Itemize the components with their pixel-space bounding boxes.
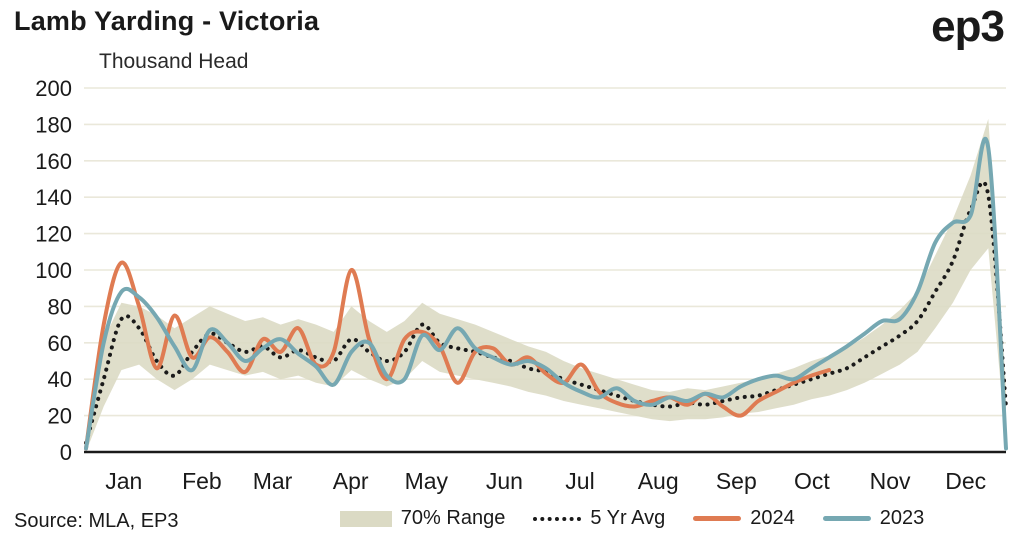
ep3-logo: ep3 xyxy=(931,2,1005,51)
x-tick-label: Jun xyxy=(486,468,523,494)
line-2024-swatch xyxy=(693,516,742,521)
y-tick-label: 180 xyxy=(35,112,72,137)
x-tick-label: May xyxy=(405,468,449,494)
y-tick-label: 100 xyxy=(35,258,72,283)
x-tick-label: Dec xyxy=(945,468,986,494)
x-tick-label: Aug xyxy=(638,468,679,494)
y-tick-label: 120 xyxy=(35,222,72,247)
lamb-yarding-chart: 0 20 40 60 80 100 120 140 160 180 200 Jan Feb Mar Apr M… xyxy=(35,76,1008,494)
range-band xyxy=(86,118,1006,452)
avg-dotted-swatch xyxy=(533,516,582,521)
legend-label-range: 70% Range xyxy=(400,507,506,529)
page-title: Lamb Yarding - Victoria xyxy=(14,6,320,36)
y-tick-label: 60 xyxy=(48,331,72,356)
legend-label-2024: 2024 xyxy=(750,507,795,529)
x-tick-label: Feb xyxy=(182,468,222,494)
y-axis-unit-label: Thousand Head xyxy=(99,50,249,73)
series-line-2023 xyxy=(84,136,1008,451)
x-tick-label: Jul xyxy=(565,468,594,494)
x-tick-label: Nov xyxy=(870,468,911,494)
legend-label-2023: 2023 xyxy=(879,507,925,529)
x-tick-label: Jan xyxy=(105,468,142,494)
x-tick-label: Sep xyxy=(716,468,757,494)
legend-item-2024: 2024 xyxy=(693,507,795,530)
x-tick-label: Apr xyxy=(333,468,369,494)
range-band-swatch xyxy=(339,510,392,527)
y-tick-label: 40 xyxy=(48,367,72,392)
legend-item-avg: 5 Yr Avg xyxy=(533,507,665,530)
legend-label-avg: 5 Yr Avg xyxy=(590,507,666,529)
legend-item-range: 70% Range xyxy=(339,507,506,530)
source-note: Source: MLA, EP3 xyxy=(14,510,179,532)
legend-item-2023: 2023 xyxy=(822,507,925,530)
y-tick-label: 140 xyxy=(35,185,72,210)
line-2023-swatch xyxy=(822,516,871,521)
y-tick-label: 160 xyxy=(35,149,72,174)
legend: 70% Range 5 Yr Avg 2024 2023 xyxy=(250,507,1014,530)
footer-row: Source: MLA, EP3 70% Range 5 Yr Avg 2024… xyxy=(0,507,1024,541)
y-tick-label: 0 xyxy=(60,440,72,465)
y-tick-label: 80 xyxy=(48,294,72,319)
x-tick-label: Oct xyxy=(794,468,830,494)
x-tick-label: Mar xyxy=(253,468,293,494)
y-tick-label: 200 xyxy=(35,76,72,101)
y-tick-label: 20 xyxy=(48,404,72,429)
